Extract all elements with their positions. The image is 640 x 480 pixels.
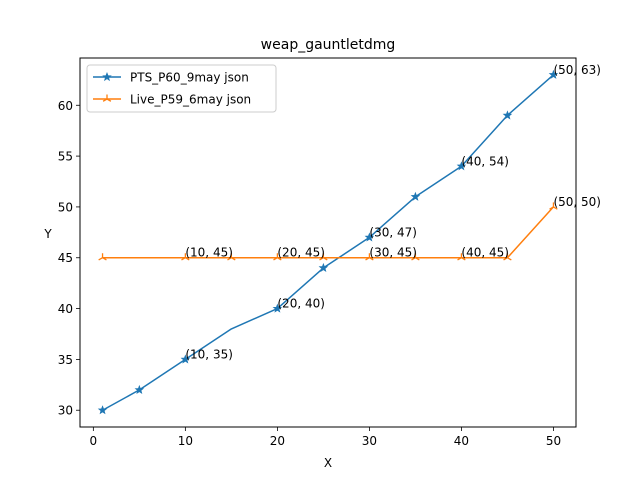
y-axis: 30 35 40 45 50 55 60 — [58, 99, 80, 418]
y-axis-label: Y — [43, 227, 52, 241]
data-point — [181, 253, 190, 261]
y-tick-label: 60 — [58, 99, 73, 113]
data-point — [411, 253, 420, 261]
data-point — [318, 262, 329, 272]
data-label: (50, 50) — [553, 195, 601, 209]
x-tick-label: 10 — [178, 434, 193, 448]
chart-title: weap_gauntletdmg — [261, 37, 396, 53]
data-point — [227, 253, 236, 261]
data-label: (40, 45) — [461, 246, 509, 260]
data-label: (30, 45) — [369, 246, 417, 260]
data-point — [502, 110, 513, 120]
x-tick-label: 0 — [90, 434, 98, 448]
data-point — [134, 384, 145, 394]
y-tick-label: 35 — [58, 353, 73, 367]
plot-area: (10, 35) (20, 40) (30, 47) (40, 54) (50, 63)… — [97, 63, 601, 415]
series-line-2 — [102, 206, 555, 259]
x-tick-label: 40 — [454, 434, 469, 448]
data-point — [457, 253, 466, 261]
data-point — [549, 202, 558, 210]
data-label: (50, 63) — [553, 63, 601, 77]
legend-box — [86, 64, 277, 113]
data-label: (10, 45) — [185, 246, 233, 260]
data-point — [365, 253, 374, 261]
y-tick-label: 40 — [58, 302, 73, 316]
x-axis-label: X — [324, 456, 332, 470]
y-tick-label: 30 — [58, 404, 73, 418]
data-point — [97, 405, 108, 415]
data-point — [319, 253, 328, 261]
legend-label: PTS_P60_9may json — [130, 71, 249, 85]
data-label: (40, 54) — [461, 154, 509, 168]
data-point — [548, 69, 559, 79]
data-point — [273, 253, 282, 261]
x-axis: 0 10 20 30 40 50 — [90, 427, 561, 448]
y-tick-label: 55 — [58, 150, 73, 164]
data-point — [410, 191, 421, 201]
data-point — [272, 303, 283, 313]
y-tick-label: 50 — [58, 200, 73, 214]
data-label: (10, 35) — [185, 347, 233, 361]
data-point — [180, 354, 191, 364]
legend-label: Live_P59_6may json — [130, 93, 251, 107]
data-point — [364, 232, 375, 242]
data-point — [456, 161, 467, 171]
data-label: (20, 45) — [277, 246, 325, 260]
legend-marker — [102, 94, 112, 102]
legend: PTS_P60_9may json Live_P59_6may json — [86, 64, 277, 113]
data-label: (30, 47) — [369, 225, 417, 239]
data-point — [503, 253, 512, 261]
legend-marker — [102, 71, 112, 82]
x-tick-label: 30 — [362, 434, 377, 448]
data-point — [98, 253, 107, 261]
x-tick-label: 50 — [546, 434, 561, 448]
x-tick-label: 20 — [270, 434, 285, 448]
y-tick-label: 45 — [58, 251, 73, 265]
axes-frame — [79, 57, 577, 428]
data-label: (20, 40) — [277, 297, 325, 311]
